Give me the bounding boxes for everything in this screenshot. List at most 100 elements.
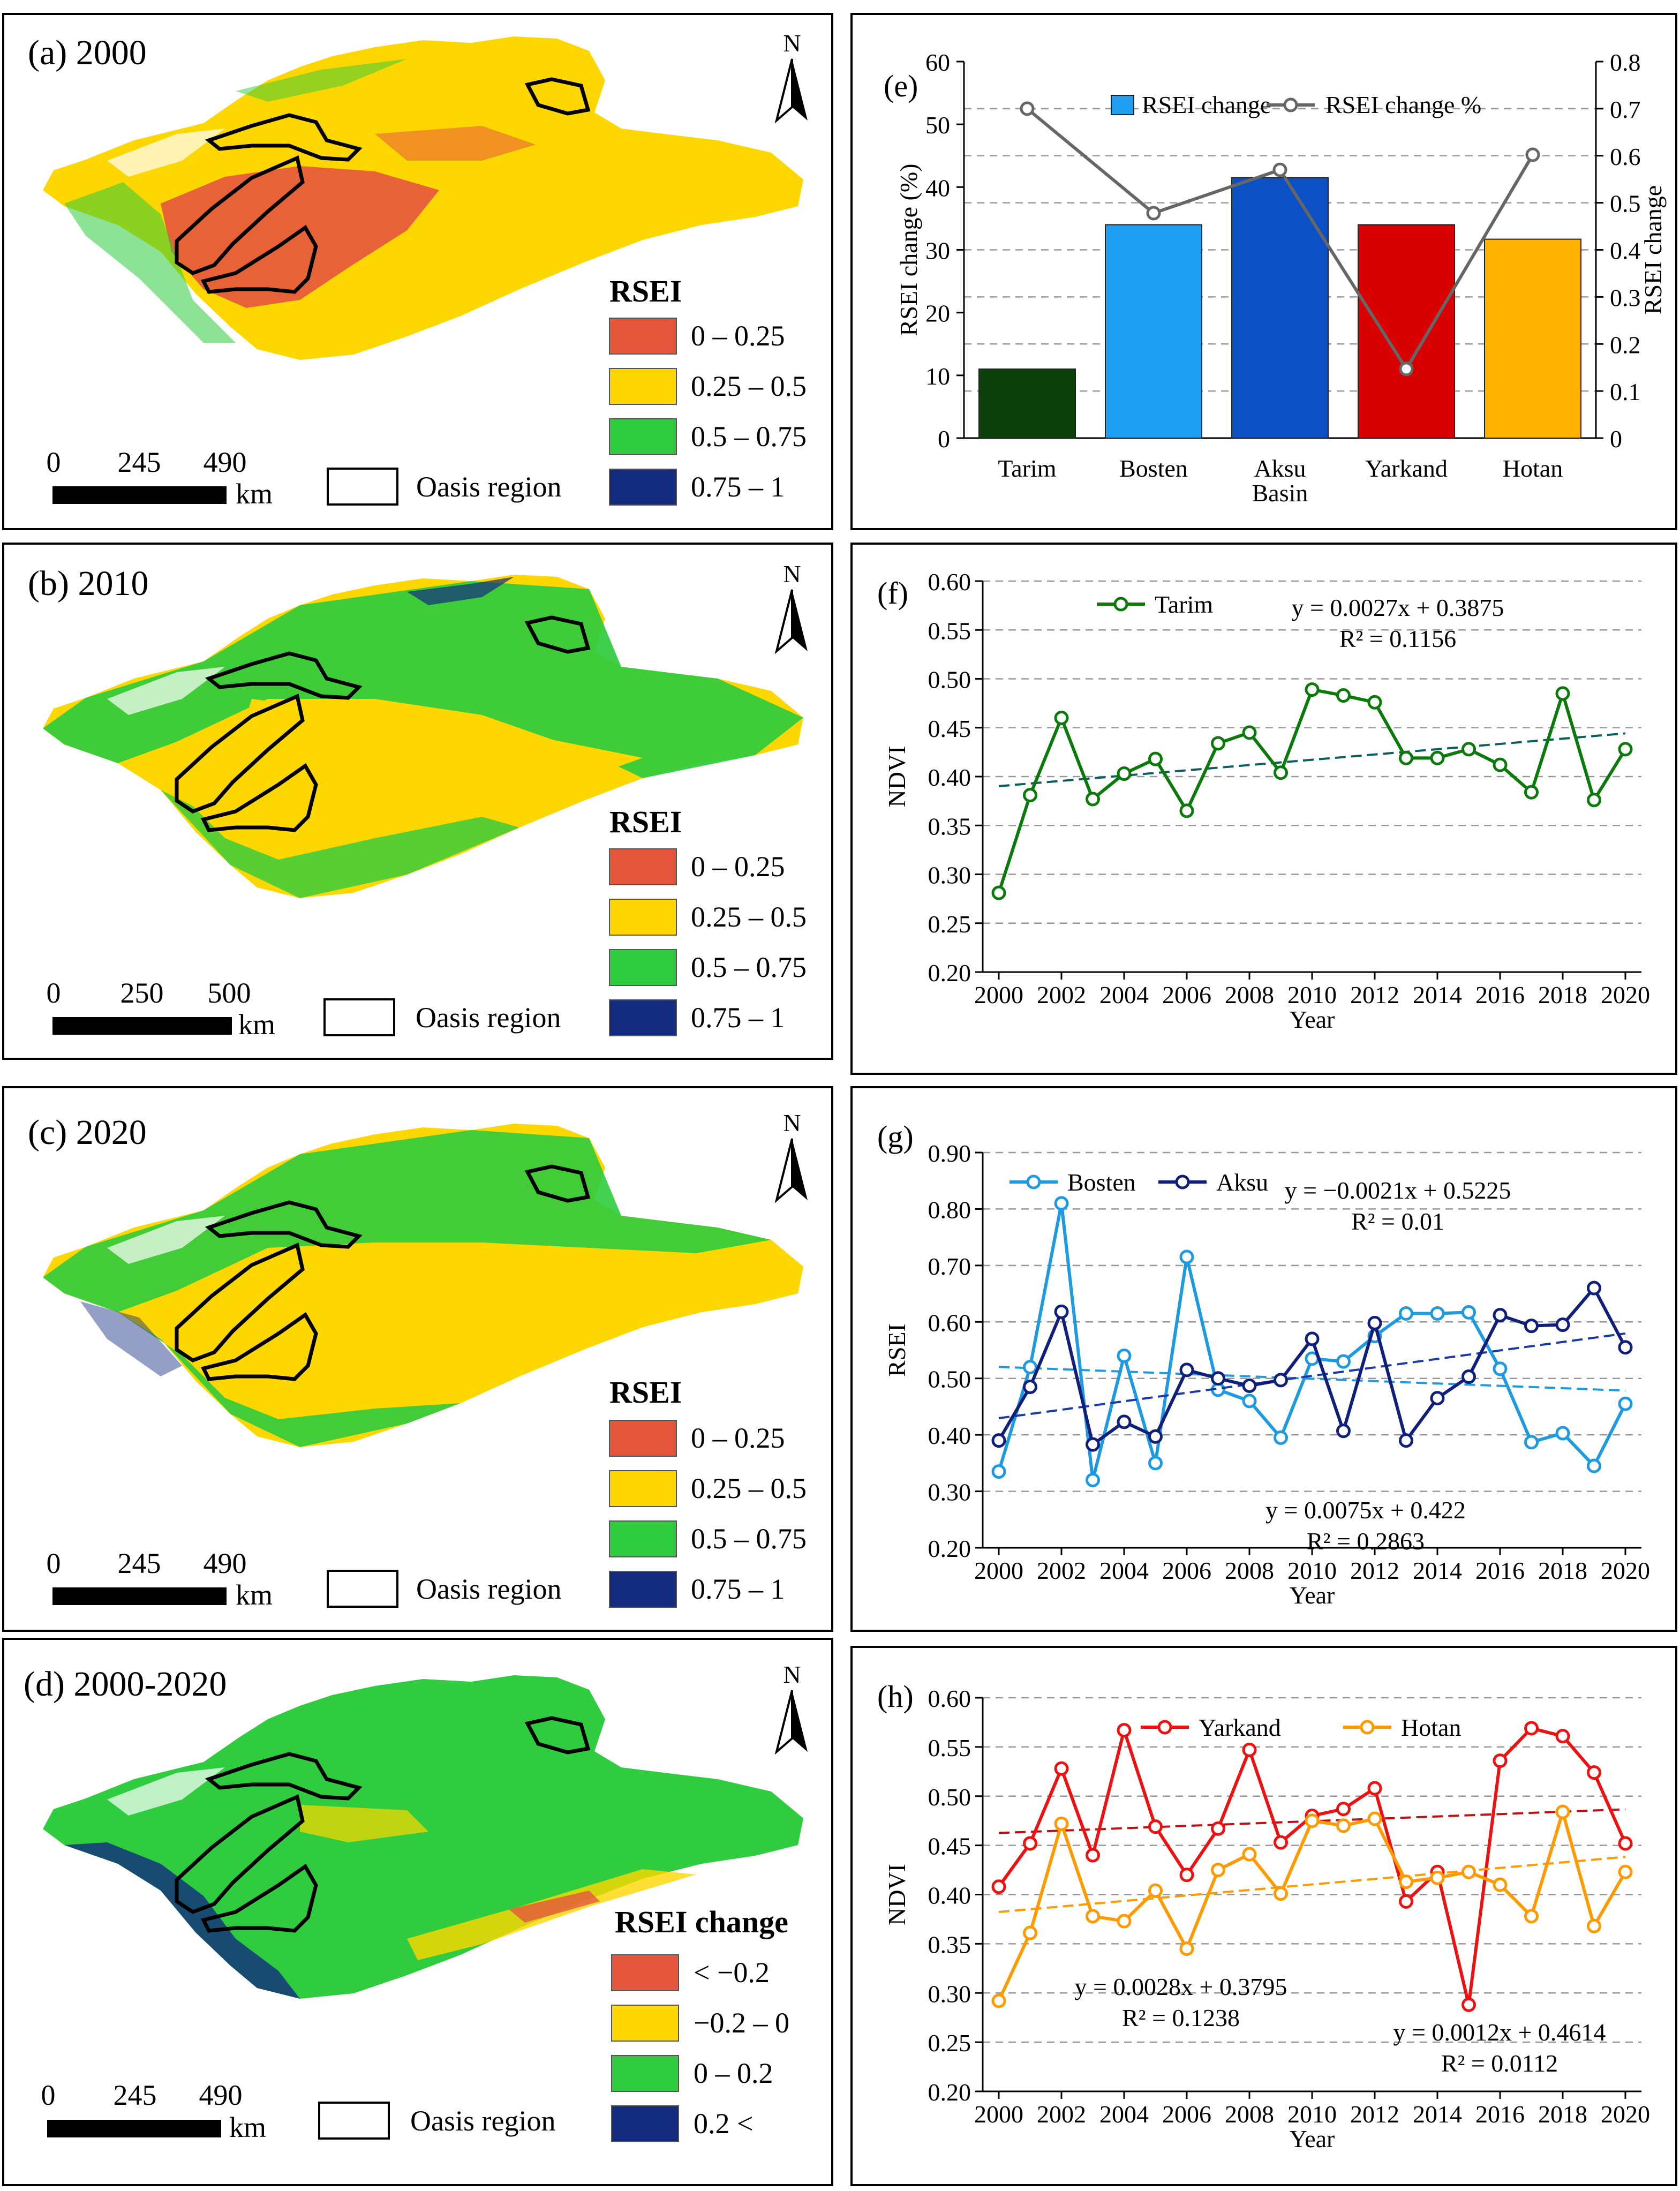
x-tick-label: 2006 <box>1162 1557 1211 1584</box>
legend-label-1: 0.25 – 0.5 <box>691 1472 807 1504</box>
data-point <box>1305 682 1320 697</box>
data-point <box>1555 1729 1570 1744</box>
legend-label-1: 0.25 – 0.5 <box>691 370 807 402</box>
legend-label-3: 0.75 – 1 <box>691 1573 785 1605</box>
legend-title: RSEI <box>609 1375 682 1410</box>
map-title: (d) 2000-2020 <box>24 1665 227 1704</box>
legend-swatch-1 <box>609 1470 677 1507</box>
legend-label-1: −0.2 – 0 <box>694 2007 789 2039</box>
x-tick-label: 2006 <box>1162 981 1211 1008</box>
x-tick-label: 2012 <box>1350 981 1399 1008</box>
legend-swatch-0 <box>609 1420 677 1457</box>
x-tick-label: 2008 <box>1225 2100 1274 2128</box>
data-point <box>1336 1818 1351 1833</box>
legend-swatch-2 <box>609 1520 677 1557</box>
legend-label-3: 0.2 < <box>694 2107 753 2140</box>
legend-swatch-0 <box>609 848 677 885</box>
x-tick-label: 2000 <box>974 981 1023 1008</box>
data-point <box>1211 1371 1225 1386</box>
data-point <box>1148 751 1163 766</box>
data-point <box>1148 1883 1163 1898</box>
trend-r-squared: R² = 0.1156 <box>1339 625 1456 652</box>
data-point <box>1524 1435 1539 1450</box>
data-point <box>1618 1396 1633 1411</box>
scale-tick-1: 250 <box>120 977 164 1009</box>
data-point <box>1179 1249 1194 1264</box>
rsei-map-2000 <box>43 36 803 360</box>
oasis-legend: Oasis region <box>327 468 561 506</box>
data-point <box>1493 1361 1508 1376</box>
legend-marker <box>1283 97 1298 112</box>
data-point <box>1618 742 1633 757</box>
legend-swatch-3 <box>609 469 677 506</box>
x-tick-label: 2016 <box>1475 2100 1525 2128</box>
oasis-label: Oasis region <box>416 1002 561 1034</box>
data-point <box>1430 1306 1445 1321</box>
data-point <box>1179 1941 1194 1956</box>
trendline-bosten <box>998 1366 1626 1392</box>
legend-label: Bosten <box>1067 1169 1136 1196</box>
map-legend: RSEI 0 – 0.25 0.25 – 0.5 0.5 – 0.75 0.75… <box>609 1375 807 1608</box>
data-point <box>991 1464 1006 1479</box>
x-tick-label: 2014 <box>1413 981 1462 1008</box>
data-point <box>1399 362 1414 377</box>
data-point <box>1461 1369 1476 1384</box>
data-point <box>1211 1863 1225 1878</box>
trend-r-squared: R² = 0.01 <box>1351 1208 1444 1235</box>
trend-equation: y = 0.0012x + 0.4614 <box>1393 2019 1606 2046</box>
legend-label-2: 0.5 – 0.75 <box>691 1523 807 1555</box>
trendline-tarim <box>998 732 1626 787</box>
y2-tick-label: 0.6 <box>1610 143 1641 170</box>
data-point <box>1146 206 1161 221</box>
x-tick-label: 2002 <box>1037 981 1086 1008</box>
bar-hotan <box>1484 238 1581 439</box>
data-point <box>1336 1424 1351 1439</box>
legend-swatch-3 <box>609 999 677 1036</box>
scale-tick-2: 490 <box>204 1547 247 1579</box>
data-point <box>1524 1909 1539 1924</box>
data-point <box>1524 785 1539 800</box>
data-point <box>1587 793 1601 808</box>
scale-bar: 0 245 490 km <box>41 2079 267 2143</box>
x-axis-label: Year <box>1290 1006 1335 1033</box>
map-legend: RSEI 0 – 0.25 0.25 – 0.5 0.5 – 0.75 0.75… <box>609 804 807 1036</box>
oasis-label: Oasis region <box>416 471 561 503</box>
x-tick-label: 2006 <box>1162 2100 1211 2128</box>
data-point <box>1054 711 1069 725</box>
x-tick-label: 2016 <box>1475 1557 1525 1584</box>
trend-r-squared: R² = 0.1238 <box>1122 2004 1240 2031</box>
data-point <box>1117 1414 1132 1429</box>
x-tick-label: 2002 <box>1037 2100 1086 2128</box>
x-tick-label: 2020 <box>1601 1557 1650 1584</box>
trend-equation: y = 0.0075x + 0.422 <box>1265 1496 1466 1524</box>
north-label: N <box>783 29 801 57</box>
data-point <box>1587 1458 1601 1473</box>
x-axis-label: Basin <box>1252 479 1308 507</box>
data-point <box>1587 1765 1601 1780</box>
scale-tick-1: 245 <box>118 446 161 478</box>
data-point <box>1587 1281 1601 1296</box>
y-tick-label: 60 <box>925 49 950 76</box>
x-tick-label: Tarim <box>998 455 1056 482</box>
y2-tick-label: 0.3 <box>1610 284 1641 311</box>
y-tick-label: 0.20 <box>928 1535 971 1562</box>
data-point <box>1086 792 1100 807</box>
legend-swatch-0 <box>609 318 677 355</box>
data-point <box>1023 1925 1037 1940</box>
data-point <box>1461 1997 1476 2012</box>
trend-equation: y = 0.0028x + 0.3795 <box>1075 1973 1287 2000</box>
data-point <box>991 1879 1006 1894</box>
north-label: N <box>783 1661 801 1688</box>
scale-unit: km <box>236 1579 273 1611</box>
data-point <box>1336 688 1351 703</box>
data-point <box>1461 1305 1476 1320</box>
trend-equation: y = 0.0027x + 0.3875 <box>1292 594 1504 621</box>
data-point <box>1524 1319 1539 1334</box>
legend-title: RSEI change <box>615 1904 788 1939</box>
data-point <box>1211 736 1225 751</box>
data-point <box>1242 1742 1257 1757</box>
x-tick-label: Hotan <box>1503 455 1563 482</box>
data-point <box>1148 1819 1163 1834</box>
x-tick-label: 2018 <box>1538 1557 1587 1584</box>
y-tick-label: 0.20 <box>928 2079 971 2106</box>
